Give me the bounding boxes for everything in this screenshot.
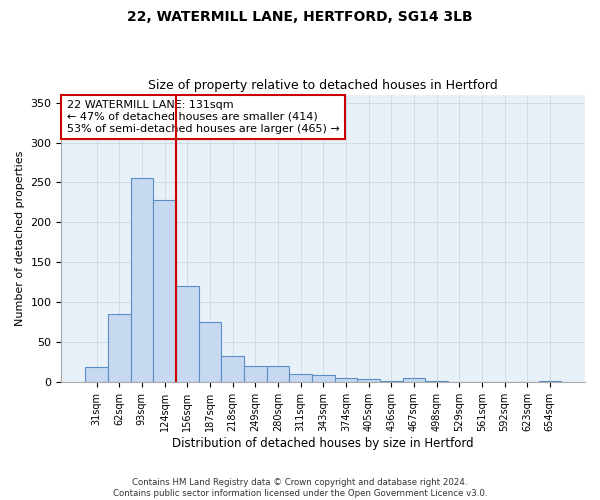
X-axis label: Distribution of detached houses by size in Hertford: Distribution of detached houses by size … — [172, 437, 474, 450]
Bar — [108, 314, 131, 382]
Bar — [244, 366, 266, 382]
Text: Contains HM Land Registry data © Crown copyright and database right 2024.
Contai: Contains HM Land Registry data © Crown c… — [113, 478, 487, 498]
Bar — [176, 286, 199, 382]
Bar — [289, 374, 312, 382]
Bar — [357, 379, 380, 382]
Bar — [312, 375, 335, 382]
Title: Size of property relative to detached houses in Hertford: Size of property relative to detached ho… — [148, 79, 498, 92]
Bar — [539, 380, 561, 382]
Bar — [425, 380, 448, 382]
Y-axis label: Number of detached properties: Number of detached properties — [15, 151, 25, 326]
Bar — [266, 366, 289, 382]
Bar — [403, 378, 425, 382]
Text: 22 WATERMILL LANE: 131sqm
← 47% of detached houses are smaller (414)
53% of semi: 22 WATERMILL LANE: 131sqm ← 47% of detac… — [67, 100, 340, 134]
Text: 22, WATERMILL LANE, HERTFORD, SG14 3LB: 22, WATERMILL LANE, HERTFORD, SG14 3LB — [127, 10, 473, 24]
Bar — [199, 322, 221, 382]
Bar — [153, 200, 176, 382]
Bar — [380, 380, 403, 382]
Bar — [85, 367, 108, 382]
Bar — [335, 378, 357, 382]
Bar — [131, 178, 153, 382]
Bar — [221, 356, 244, 382]
